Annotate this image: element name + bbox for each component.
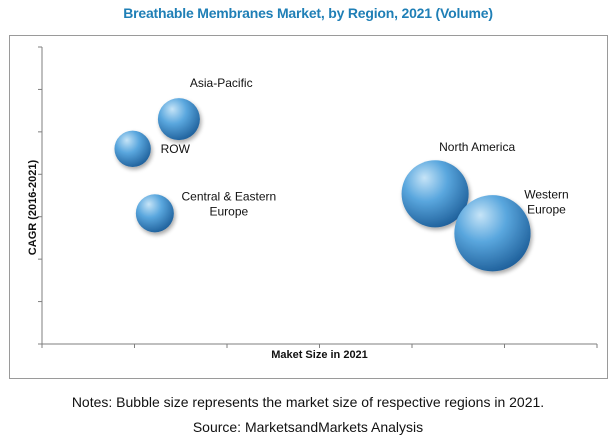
chart-source: Source: MarketsandMarkets Analysis bbox=[192, 419, 424, 435]
bubble-row bbox=[114, 130, 151, 168]
chart-note: Notes: Bubble size represents the market… bbox=[71, 394, 545, 410]
bubble-label-line: Western bbox=[524, 187, 568, 201]
y-axis-title: CAGR (2016-2021) bbox=[27, 159, 39, 255]
bubble-label-line: Asia-Pacific bbox=[190, 76, 253, 90]
bubble-label-line: Central & Eastern bbox=[181, 189, 276, 203]
bubble-label-line: Europe bbox=[209, 204, 248, 218]
bubble-label-line: Europe bbox=[527, 202, 566, 216]
bubble-label: ROW bbox=[161, 142, 191, 156]
bubbles bbox=[114, 98, 531, 272]
axes bbox=[38, 46, 598, 348]
bubble-western-europe bbox=[454, 195, 531, 272]
x-axis-title: Maket Size in 2021 bbox=[271, 349, 368, 361]
chart-title: Breathable Membranes Market, by Region, … bbox=[123, 5, 493, 21]
bubble-label: North America bbox=[439, 140, 515, 154]
bubble-asia-pacific bbox=[157, 98, 200, 141]
bubble-label: Western Europe bbox=[524, 187, 568, 216]
bubble-label: Asia-Pacific bbox=[190, 76, 253, 90]
bubble-label: Central & Eastern Europe bbox=[181, 189, 276, 218]
bubble-label-line: ROW bbox=[161, 142, 191, 156]
bubble-label-line: North America bbox=[439, 140, 515, 154]
bubble-central-eastern-europe bbox=[135, 194, 174, 233]
bubble-north-america bbox=[401, 160, 469, 228]
